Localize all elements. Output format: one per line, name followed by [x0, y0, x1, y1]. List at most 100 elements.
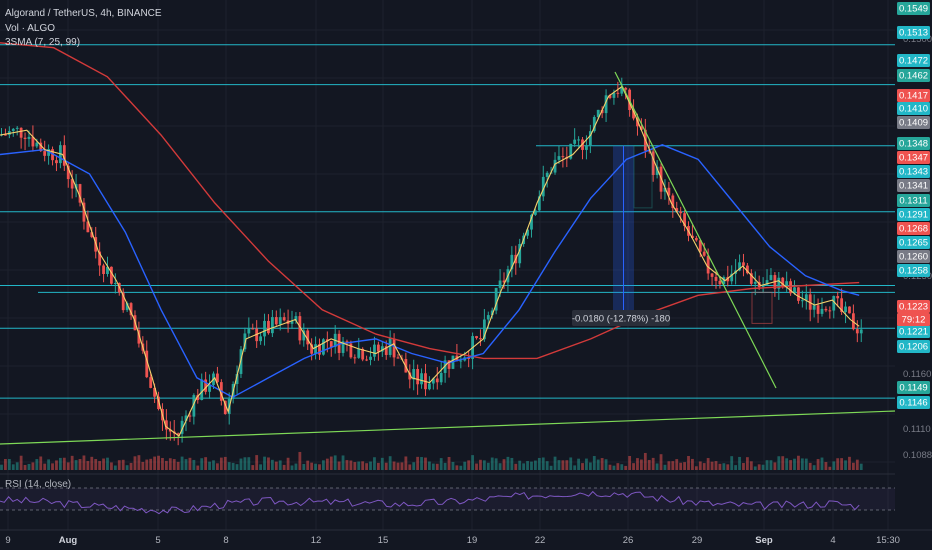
candle-body[interactable] — [412, 369, 416, 380]
price-tag[interactable] — [897, 264, 930, 277]
candle-body[interactable] — [855, 329, 859, 334]
price-tag[interactable] — [897, 396, 930, 409]
price-tag[interactable] — [897, 194, 930, 207]
candle-body[interactable] — [416, 369, 420, 385]
price-tag[interactable] — [897, 381, 930, 394]
candle-body[interactable] — [86, 221, 90, 233]
candle-body[interactable] — [859, 329, 863, 334]
candle-body[interactable] — [832, 296, 836, 311]
candle-body[interactable] — [384, 346, 388, 355]
candle-body[interactable] — [447, 360, 451, 369]
candle-body[interactable] — [196, 395, 200, 400]
price-tag[interactable] — [897, 2, 930, 15]
candle-body[interactable] — [746, 265, 749, 274]
candle-body[interactable] — [585, 145, 588, 150]
candle-body[interactable] — [302, 330, 306, 341]
volume-legend[interactable]: Vol · ALGO — [5, 23, 56, 34]
candle-body[interactable] — [702, 251, 706, 256]
candle-body[interactable] — [361, 348, 365, 360]
candle-body[interactable] — [200, 379, 204, 400]
candle-body[interactable] — [15, 127, 19, 129]
candle-body[interactable] — [679, 211, 683, 214]
price-tag[interactable] — [897, 165, 930, 178]
candle-body[interactable] — [714, 276, 718, 281]
candle-body[interactable] — [671, 195, 675, 209]
candle-body[interactable] — [612, 92, 616, 98]
price-tag[interactable] — [897, 89, 930, 102]
sma-legend[interactable]: 3SMA (7, 25, 99) — [5, 37, 81, 48]
candle-body[interactable] — [82, 202, 86, 222]
price-tag[interactable] — [897, 102, 930, 115]
price-tag[interactable] — [897, 116, 930, 129]
candle-body[interactable] — [223, 400, 227, 415]
candle-body[interactable] — [298, 316, 302, 341]
price-tag[interactable] — [897, 250, 930, 263]
candle-body[interactable] — [490, 310, 494, 316]
candle-body[interactable] — [486, 315, 490, 320]
candle-body[interactable] — [475, 336, 478, 339]
price-tag[interactable] — [897, 69, 930, 82]
candle-body[interactable] — [749, 273, 753, 284]
candle-body[interactable] — [180, 420, 184, 434]
candle-body[interactable] — [608, 95, 612, 98]
candle-body[interactable] — [459, 360, 463, 362]
candle-body[interactable] — [164, 420, 168, 430]
candle-body[interactable] — [396, 357, 400, 359]
candle-body[interactable] — [110, 266, 113, 284]
candle-body[interactable] — [369, 356, 372, 360]
candle-body[interactable] — [263, 320, 266, 337]
candle-body[interactable] — [314, 344, 317, 354]
rsi-legend[interactable]: RSI (14, close) — [5, 479, 72, 490]
candle-body[interactable] — [349, 343, 353, 358]
candle-body[interactable] — [667, 187, 671, 196]
candle-body[interactable] — [380, 346, 384, 352]
time-axis[interactable]: 9 Aug 5 8 12 15 19 22 26 29 Sep 4 15:30 — [0, 529, 932, 550]
candle-body[interactable] — [844, 306, 847, 313]
candle-body[interactable] — [588, 131, 592, 146]
candle-body[interactable] — [510, 254, 514, 270]
candle-body[interactable] — [388, 338, 392, 355]
candle-body[interactable] — [247, 328, 251, 334]
candle-body[interactable] — [420, 373, 423, 385]
candle-body[interactable] — [235, 373, 239, 384]
candle-body[interactable] — [23, 137, 27, 139]
candle-body[interactable] — [439, 372, 443, 383]
candle-body[interactable] — [137, 330, 141, 344]
candle-body[interactable] — [753, 281, 757, 284]
candle-body[interactable] — [781, 277, 785, 288]
candle-body[interactable] — [840, 298, 844, 313]
candle-body[interactable] — [518, 244, 522, 264]
candle-body[interactable] — [592, 117, 596, 132]
candle-body[interactable] — [102, 265, 105, 274]
price-tag[interactable] — [897, 179, 930, 192]
candle-body[interactable] — [545, 172, 549, 177]
candle-body[interactable] — [526, 229, 529, 236]
candle-body[interactable] — [494, 287, 498, 311]
price-tag[interactable] — [897, 137, 930, 150]
candle-body[interactable] — [322, 339, 325, 355]
candle-body[interactable] — [125, 303, 129, 311]
candle-body[interactable] — [329, 341, 333, 347]
candle-body[interactable] — [777, 277, 781, 289]
candle-body[interactable] — [113, 282, 117, 284]
candle-body[interactable] — [310, 344, 314, 354]
candle-body[interactable] — [428, 383, 431, 390]
candle-body[interactable] — [561, 156, 565, 158]
candle-body[interactable] — [479, 338, 482, 340]
resistance-trendline[interactable] — [614, 71, 777, 389]
candle-body[interactable] — [722, 277, 726, 285]
candle-body[interactable] — [726, 277, 730, 282]
candle-body[interactable] — [530, 214, 533, 230]
candle-body[interactable] — [541, 176, 545, 197]
candle-body[interactable] — [408, 372, 412, 380]
candle-body[interactable] — [761, 284, 765, 288]
candle-body[interactable] — [435, 378, 439, 383]
candle-body[interactable] — [640, 126, 643, 130]
price-tag[interactable] — [897, 208, 930, 221]
candle-body[interactable] — [647, 150, 651, 152]
candle-body[interactable] — [769, 275, 773, 281]
candle-body[interactable] — [4, 134, 7, 136]
support-trendline[interactable] — [0, 410, 896, 445]
candle-body[interactable] — [192, 395, 196, 417]
candle-body[interactable] — [66, 165, 70, 180]
